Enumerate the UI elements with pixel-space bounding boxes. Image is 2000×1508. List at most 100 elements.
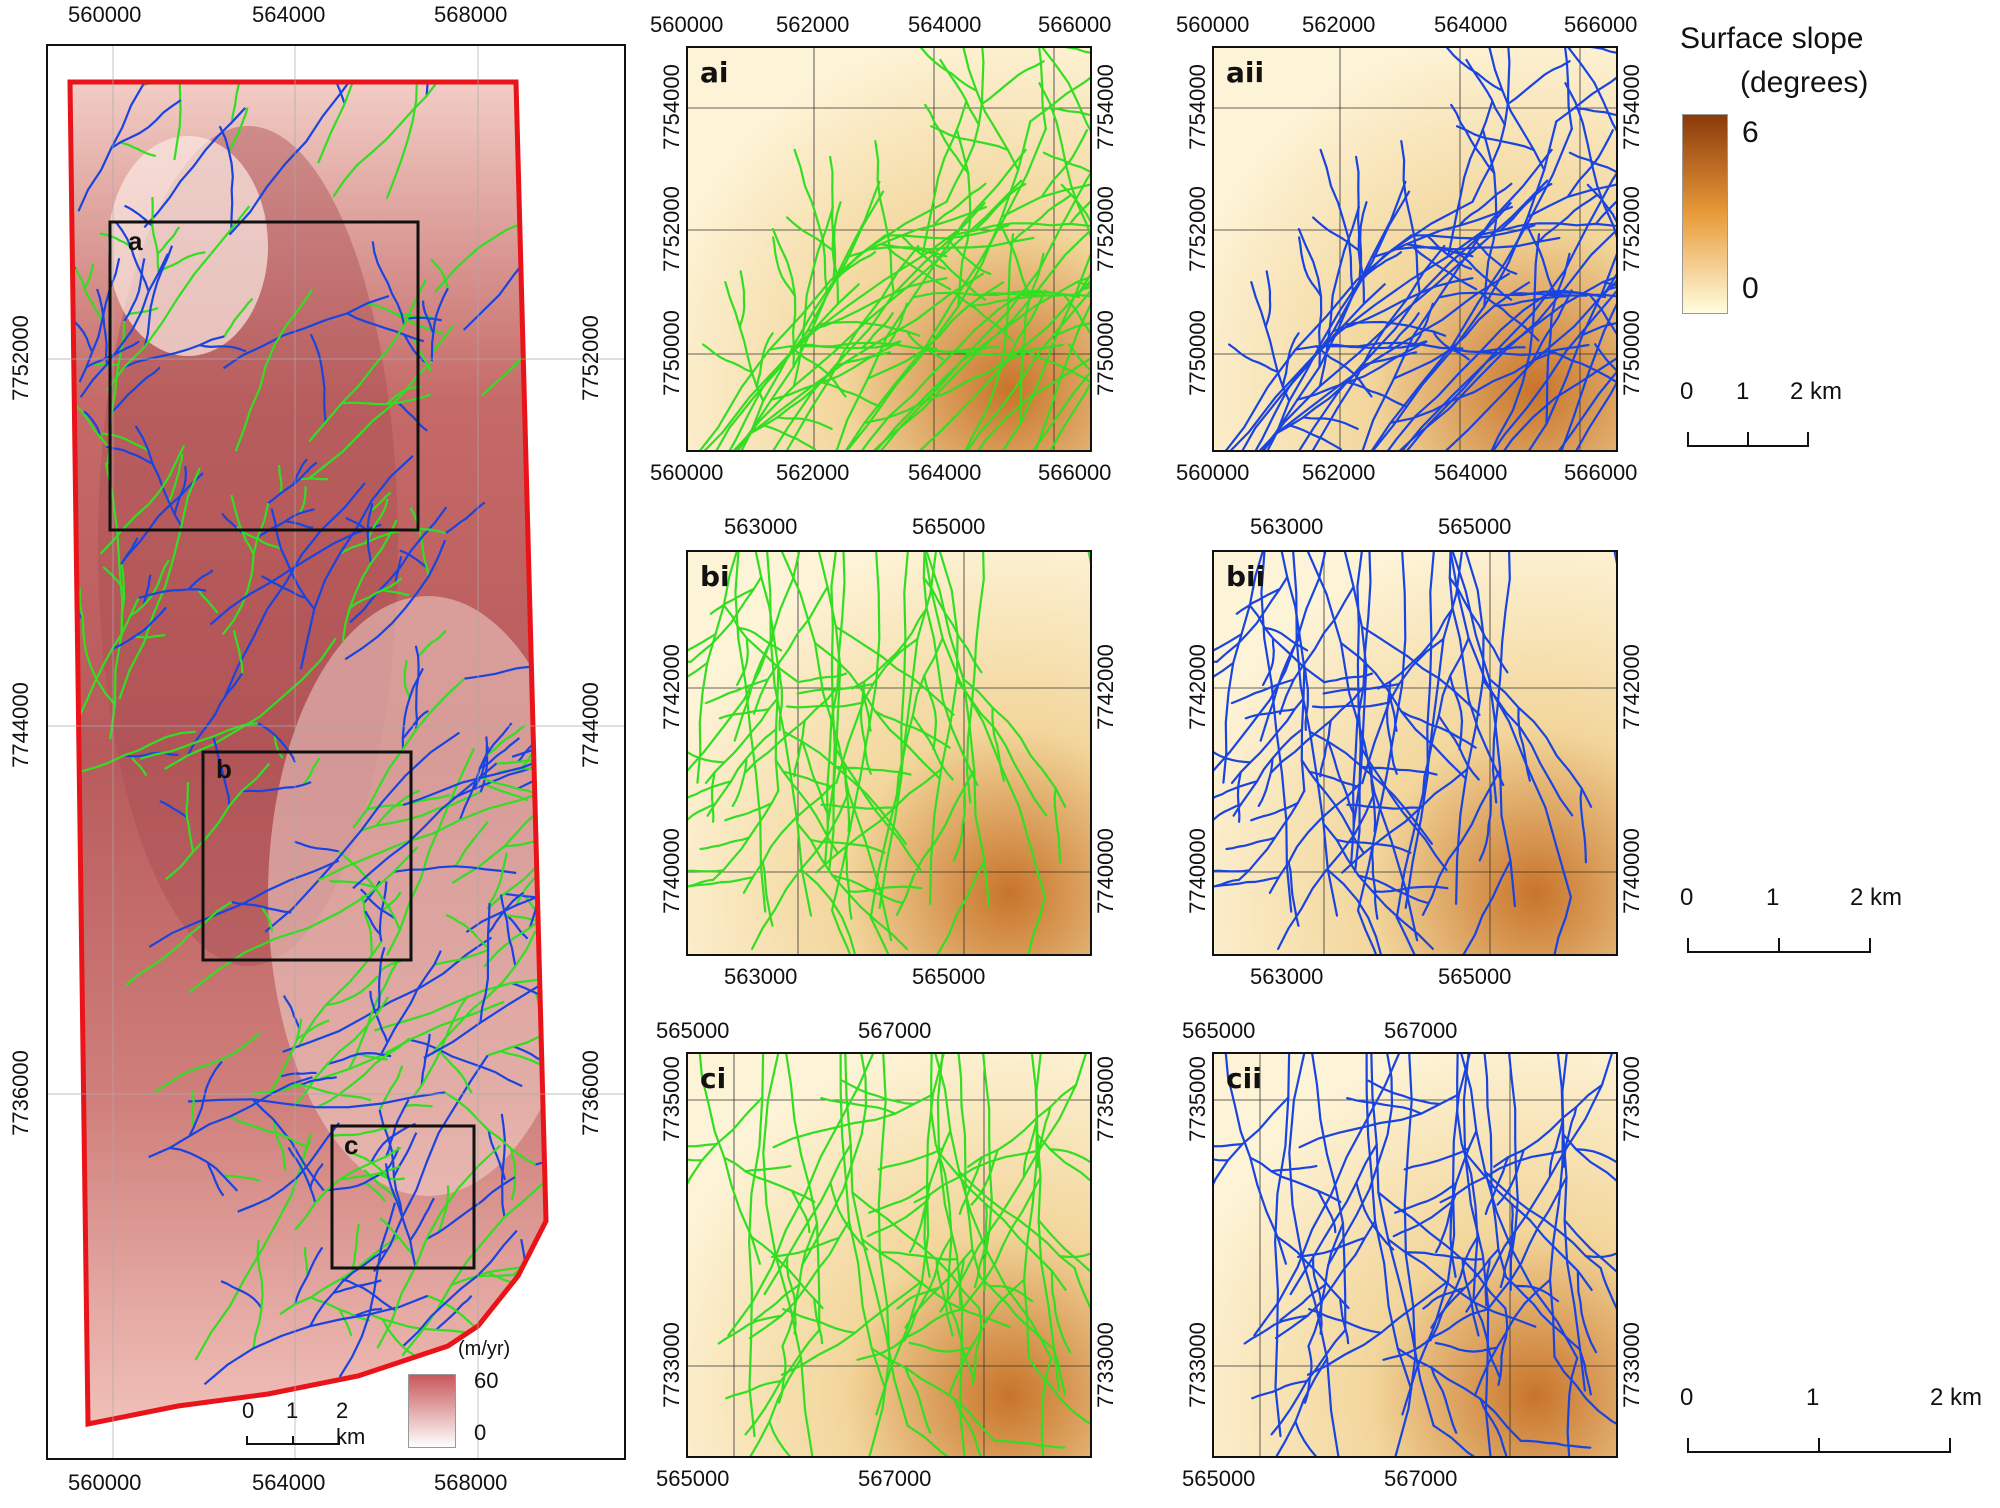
panel-bii: bii [1212,550,1618,956]
scale-label-1: 1 [286,1398,299,1423]
panel-aii-canvas [1214,48,1616,450]
panel-bii-y-left-1: 7740000 [1185,828,1210,914]
panel-aii: aii [1212,46,1618,452]
panel-bi-y-right-0: 7742000 [1093,644,1118,730]
panel-bii-x-bottom-1: 565000 [1438,964,1512,989]
main-x-top-1: 564000 [252,2,326,27]
panel-ai-x-top-2: 564000 [908,12,982,37]
panel-ci-canvas [688,1054,1090,1456]
panel-aii-label: aii [1226,56,1265,89]
scale-label-0: 0 [242,1398,255,1423]
panel-ai-label: ai [700,56,729,89]
main-y-right-0: 7752000 [578,315,603,401]
panel-bii-x-top-0: 563000 [1250,514,1324,539]
main-x-bot-2: 568000 [434,1470,508,1495]
main-y-right-2: 7736000 [578,1050,603,1136]
box-c-label: c [344,1130,359,1160]
scale-a-1: 1 [1736,378,1750,405]
panel-bi-y-left-1: 7740000 [659,828,684,914]
main-y-left-2: 7736000 [8,1050,33,1136]
panel-aii-channels [1225,48,1616,450]
panel-ai-y-left-0: 7754000 [659,64,684,150]
panel-bii-y-right-1: 7740000 [1619,828,1644,914]
panel-cii-x-top-1: 567000 [1384,1018,1458,1043]
slope-legend-bar [1682,114,1728,314]
panel-aii-x-bottom-2: 564000 [1434,460,1508,485]
panel-bi-x-bottom-0: 563000 [724,964,798,989]
panel-aii-y-right-1: 7752000 [1619,186,1644,272]
scale-b-0: 0 [1680,884,1694,911]
scale-a-2: 2 km [1790,378,1843,405]
scale-bar-a: 0 1 2 km [1680,376,1880,456]
panel-bi-y-left-0: 7742000 [659,644,684,730]
panel-cii-y-right-1: 7733000 [1619,1322,1644,1408]
panel-ci: ci [686,1052,1092,1458]
panel-aii-x-top-0: 560000 [1176,12,1250,37]
scale-bar-c: 0 1 2 km [1680,1382,1990,1462]
panel-ci-x-top-0: 565000 [656,1018,730,1043]
panel-aii-y-right-2: 7750000 [1619,310,1644,396]
main-x-top-2: 568000 [434,2,508,27]
panel-ai-y-left-1: 7752000 [659,186,684,272]
panel-cii-y-left-0: 7735000 [1185,1056,1210,1142]
panel-cii-channels [1214,1054,1616,1456]
panel-bi-canvas [688,552,1090,954]
panel-bii-x-top-1: 565000 [1438,514,1512,539]
panel-ci-channels [688,1054,1090,1456]
velocity-legend-title: (m/yr) [458,1338,511,1360]
box-a [108,220,420,532]
main-y-left-1: 7744000 [8,682,33,768]
panel-bi-label: bi [700,560,730,593]
main-x-top-0: 560000 [68,2,142,27]
panel-bi-x-top-1: 565000 [912,514,986,539]
scale-a-0: 0 [1680,378,1694,405]
velocity-legend-bar [408,1374,456,1448]
panel-ai-x-bottom-1: 562000 [776,460,850,485]
box-b [201,750,413,962]
scale-bar-b: 0 1 2 km [1680,882,1920,962]
panel-ci-label: ci [700,1062,727,1095]
panel-ai-canvas [688,48,1090,450]
slope-legend-max: 6 [1742,116,1759,149]
panel-cii-y-right-0: 7735000 [1619,1056,1644,1142]
panel-ai-y-right-0: 7754000 [1093,64,1118,150]
panel-cii-x-bottom-0: 565000 [1182,1466,1256,1491]
panel-ci-y-left-1: 7733000 [659,1322,684,1408]
panel-cii-x-bottom-1: 567000 [1384,1466,1458,1491]
panel-ai-x-top-0: 560000 [650,12,724,37]
panel-ai-x-bottom-2: 564000 [908,460,982,485]
panel-ai: ai [686,46,1092,452]
velocity-legend: (m/yr) 60 0 [408,1338,608,1458]
scale-b-1: 1 [1766,884,1780,911]
scale-c-2: 2 km [1930,1384,1983,1411]
panel-aii-x-bottom-1: 562000 [1302,460,1376,485]
velocity-legend-max: 60 [474,1368,499,1393]
panel-ai-y-left-2: 7750000 [659,310,684,396]
panel-ai-x-bottom-0: 560000 [650,460,724,485]
panel-bii-x-bottom-0: 563000 [1250,964,1324,989]
panel-bi-channels [688,552,1090,954]
main-y-left-0: 7752000 [8,315,33,401]
study-area-outline [67,79,549,1428]
panel-bi-y-right-1: 7740000 [1093,828,1118,914]
panel-aii-y-right-0: 7754000 [1619,64,1644,150]
panel-cii: cii [1212,1052,1618,1458]
panel-ai-y-right-2: 7750000 [1093,310,1118,396]
box-a-label: a [128,226,143,256]
velocity-legend-min: 0 [474,1420,487,1445]
panel-aii-x-bottom-0: 560000 [1176,460,1250,485]
main-map-canvas [48,46,624,1458]
panel-cii-label: cii [1226,1062,1262,1095]
slope-legend: Surface slope (degrees) 6 0 [1680,22,1980,314]
scale-c-1: 1 [1806,1384,1820,1411]
main-scale-bar: 0 1 2 km [242,1398,382,1458]
main-x-bot-1: 564000 [252,1470,326,1495]
panel-ai-x-top-1: 562000 [776,12,850,37]
panel-aii-x-top-1: 562000 [1302,12,1376,37]
panel-ai-channels [699,48,1090,450]
panel-bii-canvas [1214,552,1616,954]
panel-bii-y-left-0: 7742000 [1185,644,1210,730]
panel-aii-x-bottom-3: 566000 [1564,460,1638,485]
panel-bi-x-top-0: 563000 [724,514,798,539]
slope-legend-title: Surface slope [1680,22,1864,55]
